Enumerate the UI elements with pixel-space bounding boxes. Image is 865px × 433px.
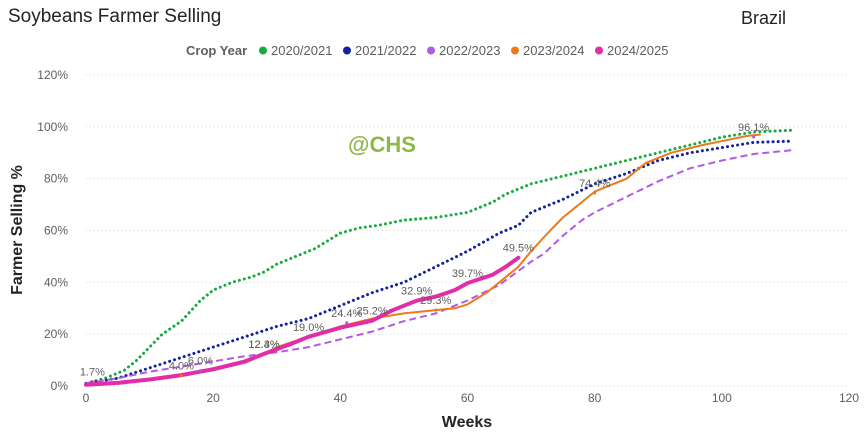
x-axis-title: Weeks <box>442 414 493 431</box>
y-tick-label: 80% <box>44 172 68 186</box>
x-tick-label: 60 <box>461 391 475 405</box>
watermark: @CHS <box>348 132 416 157</box>
data-label: 12.3% <box>248 339 279 351</box>
data-label: 12.4% <box>248 339 279 351</box>
y-tick-label: 40% <box>44 275 68 289</box>
legend-item-2024-2025[interactable]: 2024/2025 <box>607 43 668 58</box>
data-label: 74.4% <box>579 178 610 190</box>
chart-title: Soybeans Farmer Selling <box>8 6 222 27</box>
series-line-2022-2023 <box>85 149 792 385</box>
data-label: 25.2% <box>357 306 388 318</box>
legend-item-2022-2023[interactable]: 2022/2023 <box>439 43 500 58</box>
data-point <box>593 191 597 195</box>
data-point <box>307 335 311 339</box>
data-point <box>516 256 520 260</box>
data-label: 1.7% <box>80 367 105 379</box>
data-label: 24.4% <box>331 308 362 320</box>
legend-title: Crop Year <box>186 43 247 58</box>
legend-item-2021-2022[interactable]: 2021/2022 <box>355 43 416 58</box>
data-label: 96.1% <box>738 122 769 134</box>
data-label: 6.0% <box>188 355 213 367</box>
data-label: 49.5% <box>503 243 534 255</box>
data-point <box>179 374 183 378</box>
y-axis-ticks: 0% 20% 40% 60% 80% 100% 120% <box>37 68 68 393</box>
x-tick-label: 40 <box>334 391 348 405</box>
legend-item-2020-2021[interactable]: 2020/2021 <box>271 43 332 58</box>
data-point <box>345 321 349 325</box>
x-tick-label: 0 <box>83 391 90 405</box>
x-tick-label: 100 <box>712 391 732 405</box>
legend-marker <box>511 46 519 55</box>
y-tick-label: 20% <box>44 327 68 341</box>
data-label: 19.0% <box>293 322 324 334</box>
series-lines <box>84 128 794 387</box>
y-tick-label: 100% <box>37 120 68 134</box>
data-label: 29.3% <box>420 295 451 307</box>
legend[interactable]: Crop Year 2020/2021 2021/2022 2022/2023 202… <box>186 43 668 58</box>
gridlines <box>86 74 849 387</box>
data-point <box>415 299 419 303</box>
region-label: Brazil <box>741 8 787 28</box>
data-label: 32.9% <box>401 286 432 298</box>
data-label: 4.0% <box>169 361 194 373</box>
series-line-2021-2022 <box>84 139 794 385</box>
x-tick-label: 80 <box>588 391 602 405</box>
series-line-2023-2024 <box>85 133 761 386</box>
data-point <box>434 308 438 312</box>
data-point <box>466 281 469 285</box>
data-point <box>370 319 374 323</box>
data-point <box>752 135 756 139</box>
data-labels: 1.7% 6.0%4.0% 12.3%12.4% 19.0% 24.4%25.2% 29.… <box>80 122 769 384</box>
x-tick-label: 120 <box>839 391 859 405</box>
y-tick-label: 120% <box>37 68 68 82</box>
data-point <box>90 380 94 384</box>
y-tick-label: 60% <box>44 224 68 238</box>
legend-marker <box>427 46 435 55</box>
legend-marker <box>343 46 351 55</box>
data-point <box>262 352 266 356</box>
legend-marker <box>259 46 267 55</box>
legend-marker <box>595 46 603 55</box>
data-point <box>198 368 202 372</box>
legend-item-2023-2024[interactable]: 2023/2024 <box>523 43 584 58</box>
data-label: 39.7% <box>452 268 483 280</box>
y-tick-label: 0% <box>51 379 69 393</box>
y-axis-title: Farmer Selling % <box>9 165 26 295</box>
series-line-2020-2021 <box>84 128 794 385</box>
x-tick-label: 20 <box>206 391 220 405</box>
x-axis-ticks: 0 20 40 60 80 100 120 <box>83 391 860 405</box>
